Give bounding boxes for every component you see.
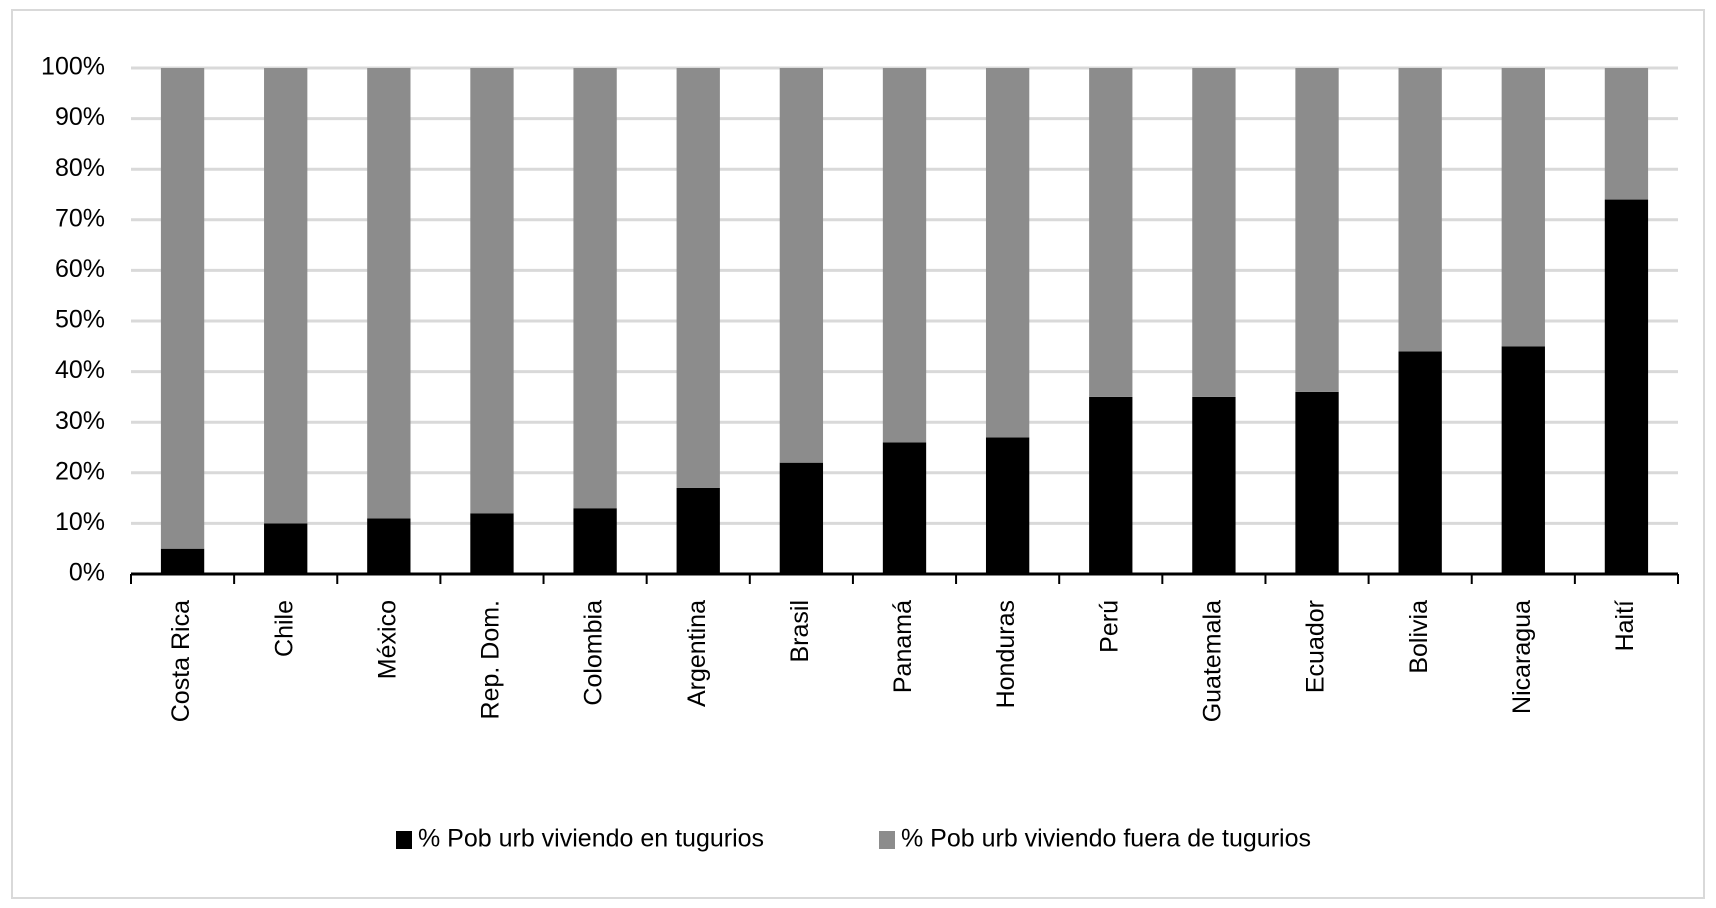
bar-segment xyxy=(1295,391,1339,574)
y-tick-label: 90% xyxy=(55,103,105,131)
bar-segment xyxy=(470,513,514,574)
bar-segment xyxy=(1295,68,1339,392)
legend-label: % Pob urb viviendo en tugurios xyxy=(418,825,764,853)
x-tick-label: Rep. Dom. xyxy=(477,600,505,719)
bar-segment xyxy=(160,68,205,549)
x-tick-label: Bolivia xyxy=(1405,600,1433,674)
x-tick-label: Brasil xyxy=(786,600,814,663)
y-tick-label: 50% xyxy=(55,306,105,334)
y-tick-label: 80% xyxy=(55,154,105,182)
bar-segment xyxy=(985,437,1030,574)
bar-segment xyxy=(1192,396,1236,574)
bar-segment xyxy=(470,68,514,514)
bar-segment xyxy=(779,68,824,463)
x-tick-label: Costa Rica xyxy=(167,600,195,722)
bar-segment xyxy=(1398,68,1442,352)
x-tick-label: Nicaragua xyxy=(1508,600,1536,714)
x-tick-label: Haití xyxy=(1611,600,1639,651)
bar-segment xyxy=(779,462,824,574)
x-tick-label: Honduras xyxy=(992,600,1020,708)
bar-segment xyxy=(882,68,927,443)
bar-segment xyxy=(985,68,1030,438)
bar-segment xyxy=(1089,68,1133,397)
bar-segment xyxy=(264,68,308,524)
bar-segment xyxy=(367,68,411,519)
bar-segment xyxy=(1089,396,1133,574)
bar-segment xyxy=(1501,68,1545,347)
y-tick-label: 20% xyxy=(55,457,105,485)
legend-swatch xyxy=(879,831,895,849)
y-tick-label: 40% xyxy=(55,356,105,384)
x-tick-label: Panamá xyxy=(889,600,917,693)
x-tick-label: México xyxy=(373,600,401,679)
bar-segment xyxy=(882,442,927,574)
y-tick-label: 30% xyxy=(55,407,105,435)
bar-segment xyxy=(573,68,617,509)
x-tick-label: Ecuador xyxy=(1302,600,1330,693)
x-tick-label: Colombia xyxy=(580,600,608,706)
y-tick-label: 10% xyxy=(55,508,105,536)
x-tick-label: Guatemala xyxy=(1199,600,1227,722)
bar-segment xyxy=(1604,68,1649,200)
bar-segment xyxy=(1501,346,1545,574)
y-tick-label: 0% xyxy=(69,559,105,587)
legend-label: % Pob urb viviendo fuera de tugurios xyxy=(901,825,1311,853)
bar-segment xyxy=(573,508,617,574)
bar-segment xyxy=(1192,68,1236,397)
bar-segment xyxy=(367,518,411,574)
y-tick-label: 70% xyxy=(55,204,105,232)
x-tick-label: Chile xyxy=(270,600,298,657)
y-tick-label: 100% xyxy=(41,53,105,81)
bar-segment xyxy=(676,487,720,574)
bar-segment xyxy=(264,523,308,574)
x-tick-label: Perú xyxy=(1095,600,1123,653)
legend-swatch xyxy=(396,831,412,849)
bar-segment xyxy=(1604,199,1649,574)
x-tick-label: Argentina xyxy=(683,600,711,707)
y-tick-label: 60% xyxy=(55,255,105,283)
bar-segment xyxy=(676,68,720,488)
bar-segment xyxy=(1398,351,1442,574)
bar-segment xyxy=(160,548,205,574)
